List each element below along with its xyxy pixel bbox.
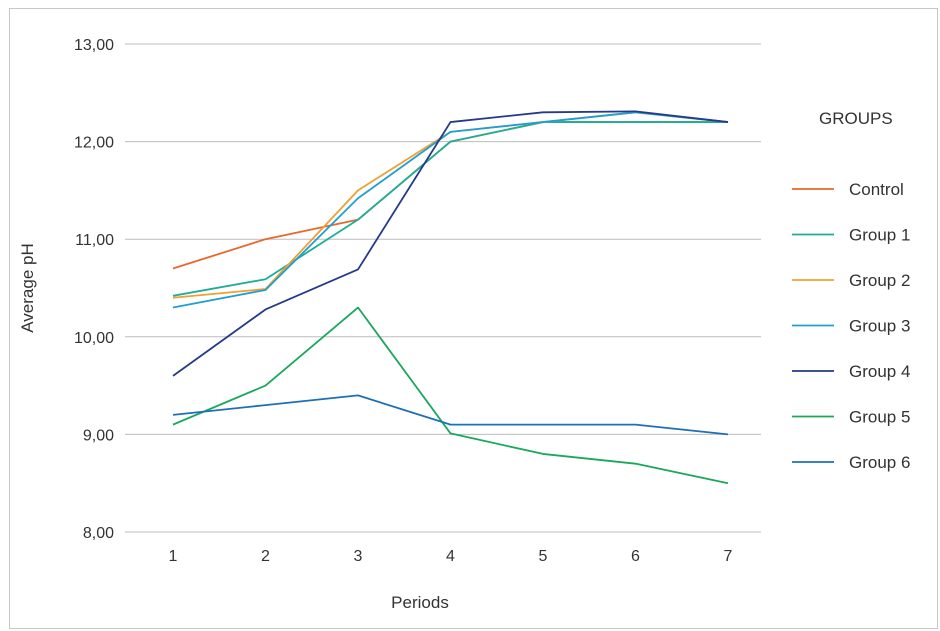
y-tick-labels: 8,00 9,00 10,00 11,00 12,00 13,00 [74,37,114,542]
x-tick-label: 2 [261,548,270,565]
x-tick-label: 7 [724,548,733,565]
legend-label: Group 5 [849,408,910,427]
x-tick-labels: 1 2 3 4 5 6 7 [169,548,733,565]
y-tick-label: 9,00 [83,427,114,444]
legend: GROUPS Control Group 1 Group 2 Group 3 Group… [792,109,910,472]
y-tick-label: 11,00 [75,232,114,249]
gridlines [125,43,761,533]
series-line-group-2 [172,111,729,299]
x-tick-label: 3 [354,548,363,565]
series-lines [172,110,729,485]
series-line-group-6 [172,394,729,436]
legend-label: Group 3 [849,317,910,336]
x-tick-label: 6 [631,548,640,565]
x-tick-label: 5 [539,548,548,565]
series-line-control [172,121,728,270]
chart-frame [9,8,938,629]
legend-label: Group 1 [849,226,910,245]
series-line-group-1 [172,121,728,297]
series-line-group-4 [172,110,729,377]
y-axis-title: Average pH [18,243,37,332]
y-tick-label: 13,00 [74,37,114,54]
legend-label: Group 2 [849,271,910,290]
series-line-group-3 [172,111,729,309]
y-tick-label: 10,00 [74,330,114,347]
x-tick-label: 1 [169,548,178,565]
legend-label: Group 6 [849,453,910,472]
legend-title: GROUPS [819,109,893,128]
x-tick-label: 4 [446,548,455,565]
y-tick-label: 12,00 [74,135,114,152]
legend-label: Control [849,180,904,199]
legend-label: Group 4 [849,362,910,381]
series-line-group-5 [172,306,729,485]
x-axis-title: Periods [391,593,449,612]
y-tick-label: 8,00 [83,525,114,542]
